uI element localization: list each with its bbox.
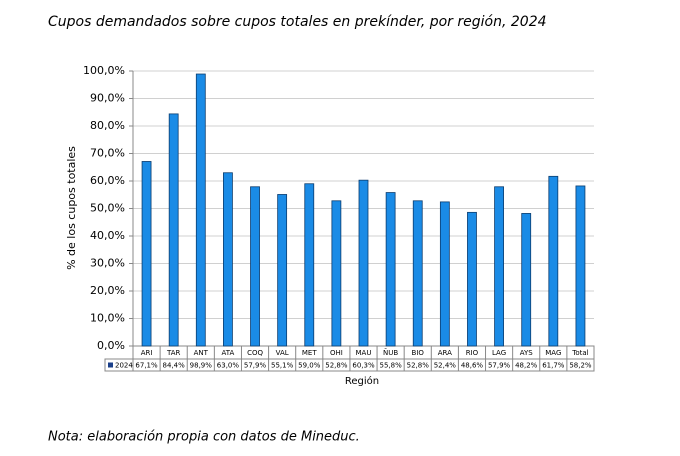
- y-tick-label: 20,0%: [90, 284, 125, 297]
- x-tick-label: ANT: [194, 349, 209, 357]
- y-tick-label: 100,0%: [83, 64, 125, 77]
- x-tick-label: VAL: [276, 349, 289, 357]
- value-label: 84,4%: [163, 362, 186, 370]
- value-label: 55,8%: [379, 362, 402, 370]
- value-label: 60,3%: [352, 362, 375, 370]
- y-tick-label: 50,0%: [90, 202, 125, 215]
- value-label: 48,6%: [461, 362, 484, 370]
- bar: [223, 172, 233, 347]
- x-tick-label: ÑUB: [383, 348, 398, 357]
- x-tick-label: ARI: [141, 349, 153, 357]
- value-label: 58,2%: [569, 362, 592, 370]
- bar: [521, 213, 532, 347]
- y-tick-label: 40,0%: [90, 229, 125, 242]
- chart-title: Cupos demandados sobre cupos totales en …: [48, 14, 547, 30]
- bar: [494, 186, 504, 347]
- bar: [168, 113, 179, 347]
- y-tick-label: 30,0%: [90, 257, 125, 270]
- x-tick-label: AYS: [520, 349, 534, 357]
- y-tick-label: 60,0%: [90, 174, 125, 187]
- bar: [385, 192, 396, 347]
- x-tick-label: TAR: [166, 349, 181, 357]
- value-label: 61,7%: [542, 362, 565, 370]
- x-tick-label: ARA: [438, 349, 452, 357]
- bar: [439, 201, 450, 347]
- x-tick-label: OHI: [330, 349, 343, 357]
- x-tick-label: MET: [302, 349, 317, 357]
- y-tick-label: 90,0%: [90, 92, 125, 105]
- x-axis-label: Región: [345, 375, 379, 387]
- value-label: 52,4%: [434, 362, 457, 370]
- value-label: 48,2%: [515, 362, 538, 370]
- y-axis-label: % de los cupos totales: [65, 146, 78, 270]
- bar: [250, 186, 260, 347]
- legend-swatch: [108, 362, 113, 368]
- value-label: 57,9%: [244, 362, 267, 370]
- y-tick-label: 80,0%: [90, 119, 125, 132]
- x-tick-label: ATA: [222, 349, 235, 357]
- x-tick-label: COQ: [247, 349, 263, 357]
- x-tick-label: RIO: [466, 349, 479, 357]
- y-tick-label: 70,0%: [90, 147, 125, 160]
- bar: [331, 200, 342, 347]
- x-tick-label: MAU: [356, 349, 372, 357]
- value-label: 59,0%: [298, 362, 321, 370]
- value-label: 67,1%: [135, 362, 158, 370]
- legend-label: 2024: [115, 362, 133, 370]
- value-label: 57,9%: [488, 362, 511, 370]
- y-tick-label: 0,0%: [97, 339, 125, 352]
- note: Nota: elaboración propia con datos de Mi…: [48, 430, 360, 445]
- bar: [575, 185, 586, 347]
- value-label: 98,9%: [190, 362, 213, 370]
- bar: [277, 194, 288, 347]
- value-label: 52,8%: [325, 362, 348, 370]
- bar: [412, 200, 423, 347]
- value-label: 55,1%: [271, 362, 294, 370]
- bar: [195, 73, 206, 347]
- x-tick-label: Total: [571, 349, 588, 357]
- x-tick-label: LAG: [492, 349, 506, 357]
- bar: [548, 175, 559, 347]
- x-tick-label: MAG: [545, 349, 561, 357]
- value-label: 52,8%: [407, 362, 430, 370]
- x-tick-label: BIO: [412, 349, 425, 357]
- bar: [358, 179, 369, 347]
- bar: [141, 161, 152, 347]
- bar: [467, 211, 477, 347]
- value-label: 63,0%: [217, 362, 240, 370]
- y-tick-label: 10,0%: [90, 312, 125, 325]
- bar: [304, 183, 315, 347]
